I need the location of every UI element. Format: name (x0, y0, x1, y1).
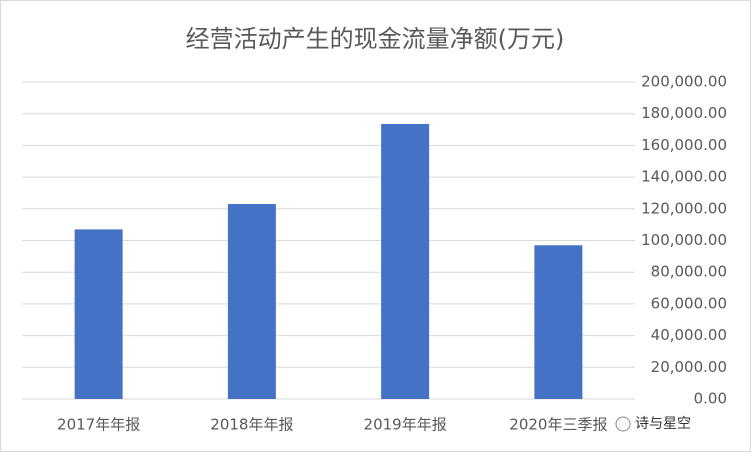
watermark-icon (615, 416, 631, 432)
y-tick-label: 120,000.00 (641, 199, 727, 217)
y-tick-label: 20,000.00 (651, 358, 727, 376)
bar (534, 245, 583, 399)
y-tick-label: 160,000.00 (641, 136, 727, 154)
y-tick-label: 0.00 (694, 390, 727, 408)
bar (381, 124, 430, 399)
x-tick-label: 2020年三季报 (509, 416, 607, 434)
x-tick-label: 2018年年报 (210, 416, 293, 434)
y-tick-label: 40,000.00 (651, 326, 727, 344)
y-tick-label: 100,000.00 (641, 231, 727, 249)
y-tick-label: 200,000.00 (641, 73, 727, 91)
y-tick-label: 140,000.00 (641, 168, 727, 186)
y-tick-label: 80,000.00 (651, 263, 727, 281)
bar (227, 204, 276, 399)
chart-title: 经营活动产生的现金流量净额(万元) (186, 25, 565, 53)
watermark: 诗与星空 (635, 416, 691, 432)
x-tick-label: 2017年年报 (57, 416, 140, 434)
y-tick-label: 60,000.00 (651, 294, 727, 312)
bar (74, 229, 123, 399)
x-tick-label: 2019年年报 (364, 416, 447, 434)
y-tick-label: 180,000.00 (641, 104, 727, 122)
